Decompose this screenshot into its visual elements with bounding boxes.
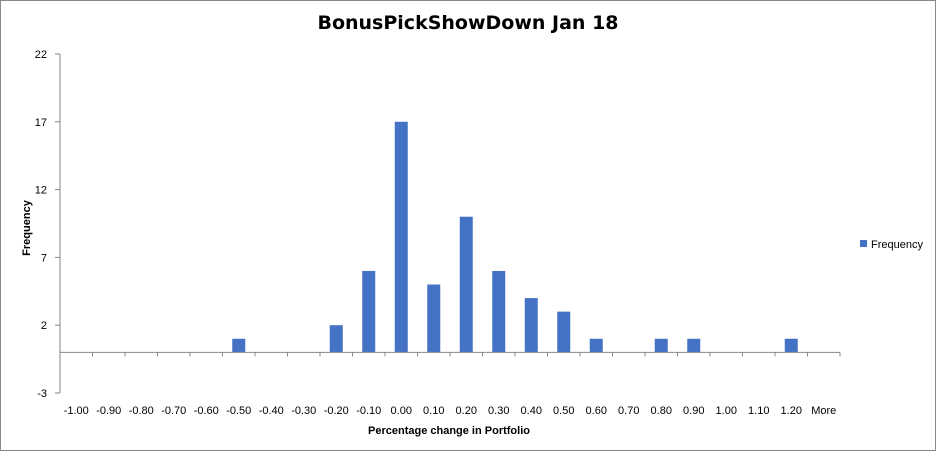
x-tick-label: 0.30 [488, 405, 509, 417]
x-tick-label: 1.10 [748, 405, 769, 417]
x-tick-label: 1.20 [781, 405, 802, 417]
x-tick-label: 0.50 [553, 405, 574, 417]
bar--0.50 [232, 338, 246, 353]
bar--0.20 [329, 325, 343, 353]
x-tick-label: -0.30 [291, 405, 316, 417]
bar-1.20 [784, 338, 798, 353]
x-tick-label: -0.60 [194, 405, 219, 417]
x-tick-label: 0.40 [521, 405, 542, 417]
x-tick-label: -0.70 [161, 405, 186, 417]
x-tick-label: -0.50 [226, 405, 251, 417]
bar-0.80 [654, 338, 668, 353]
bar-0.20 [459, 216, 473, 353]
chart-title: BonusPickShowDown Jan 18 [317, 12, 619, 34]
bar-0.50 [557, 311, 571, 353]
legend-label: Frequency [871, 239, 923, 251]
x-tick-label: -0.90 [96, 405, 121, 417]
x-tick-label: -0.10 [356, 405, 381, 417]
bar-0.30 [492, 270, 506, 353]
x-tick-label: 0.80 [651, 405, 672, 417]
x-tick-label: 0.90 [683, 405, 704, 417]
x-tick-label: 0.10 [423, 405, 444, 417]
y-tick-label: 22 [35, 49, 47, 61]
y-axis-title: Frequency [21, 199, 33, 256]
y-tick-label: 12 [35, 185, 47, 197]
bar--0.10 [362, 270, 376, 353]
x-tick-label: -0.40 [259, 405, 284, 417]
y-tick-label: -3 [37, 388, 47, 400]
bar-0.40 [524, 298, 538, 353]
x-tick-label: 0.60 [586, 405, 607, 417]
x-tick-label: More [811, 405, 836, 417]
x-axis-title: Percentage change in Portfolio [368, 425, 530, 437]
x-tick-label: -0.80 [129, 405, 154, 417]
y-tick-label: 7 [41, 252, 47, 264]
bar-0.10 [427, 284, 441, 353]
x-tick-label: 0.20 [456, 405, 477, 417]
bar-0.60 [589, 338, 603, 353]
x-tick-label: -0.20 [324, 405, 349, 417]
bar-0.90 [687, 338, 701, 353]
bar-0.00 [394, 121, 408, 353]
x-tick-label: -1.00 [64, 405, 89, 417]
x-tick-label: 1.00 [716, 405, 737, 417]
x-tick-label: 0.70 [618, 405, 639, 417]
y-tick-label: 2 [41, 320, 47, 332]
y-tick-label: 17 [35, 117, 47, 129]
x-tick-label: 0.00 [391, 405, 412, 417]
legend-swatch [860, 240, 867, 247]
